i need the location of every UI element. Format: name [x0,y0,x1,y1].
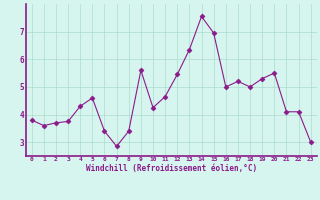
X-axis label: Windchill (Refroidissement éolien,°C): Windchill (Refroidissement éolien,°C) [86,164,257,173]
